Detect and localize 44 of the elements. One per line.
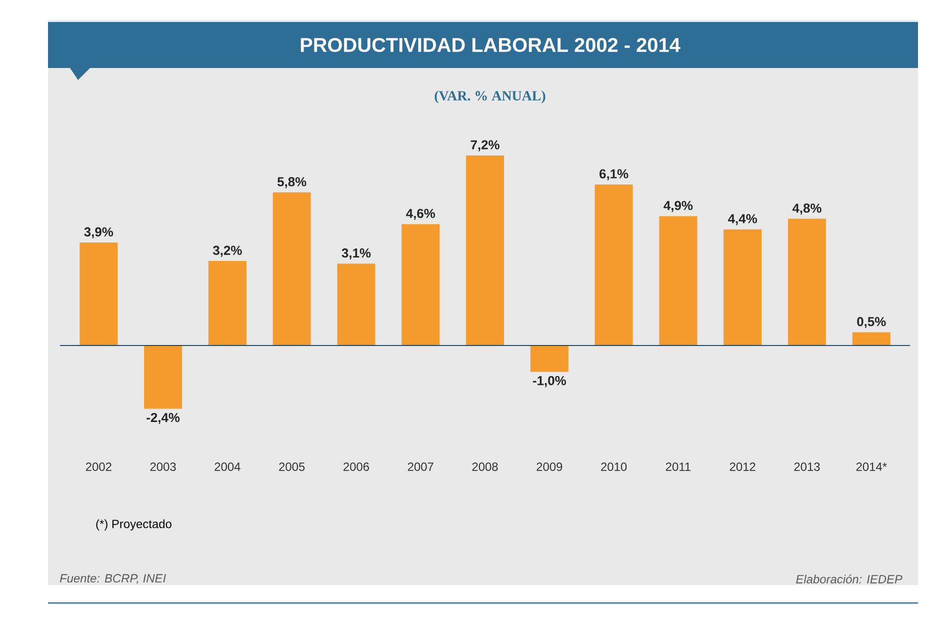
bar	[80, 242, 118, 346]
x-tick-label: 2008	[472, 462, 498, 471]
x-tick-label: 2006	[344, 462, 369, 471]
bar	[852, 332, 890, 346]
x-tick-label: 2012	[730, 462, 756, 471]
bar	[466, 155, 504, 346]
x-tick-label: 2010	[601, 462, 627, 471]
bar	[337, 264, 376, 346]
data-label: -2,4%	[146, 412, 180, 424]
chart-subtitle: (VAR. % ANUAL)	[434, 90, 546, 104]
bar	[594, 184, 633, 346]
x-tick-label: 2009	[536, 462, 562, 471]
data-label: 4,4%	[728, 214, 757, 226]
chart-title: PRODUCTIVIDAD LABORAL 2002 - 2014	[300, 38, 680, 52]
x-tick-label: 2014*	[856, 462, 887, 471]
x-tick-label: 2013	[794, 462, 820, 471]
data-label: 4,6%	[406, 208, 436, 220]
bar	[208, 261, 246, 346]
bar	[788, 218, 826, 346]
data-label: 3,2%	[212, 246, 242, 257]
data-label: 5,8%	[277, 177, 306, 188]
data-label: 7,2%	[470, 140, 500, 152]
data-label: -1,0%	[532, 376, 566, 388]
bar	[144, 345, 182, 409]
bar	[272, 192, 311, 346]
bar	[402, 224, 440, 346]
x-tick-label: 2003	[150, 462, 176, 471]
data-label: 3,1%	[342, 248, 371, 260]
text: Elaboración: IEDEP	[796, 574, 902, 584]
data-label: 3,9%	[84, 227, 114, 238]
source-note: Fuente: BCRP, INEI	[60, 574, 166, 584]
x-tick-label: 2007	[408, 462, 434, 471]
bar	[724, 229, 762, 346]
text: (*) Proyectado	[96, 519, 172, 531]
data-label: 6,1%	[600, 169, 628, 180]
x-tick-label: 2002	[86, 462, 112, 471]
x-tick-label: 2004	[214, 462, 240, 471]
bar	[530, 345, 568, 372]
data-label: 0,5%	[857, 317, 886, 328]
x-tick-label: 2011	[666, 462, 690, 471]
data-label: 4,8%	[792, 204, 822, 215]
x-tick-label: 2005	[279, 462, 305, 471]
bar	[659, 216, 698, 346]
data-label: 4,9%	[664, 200, 693, 212]
